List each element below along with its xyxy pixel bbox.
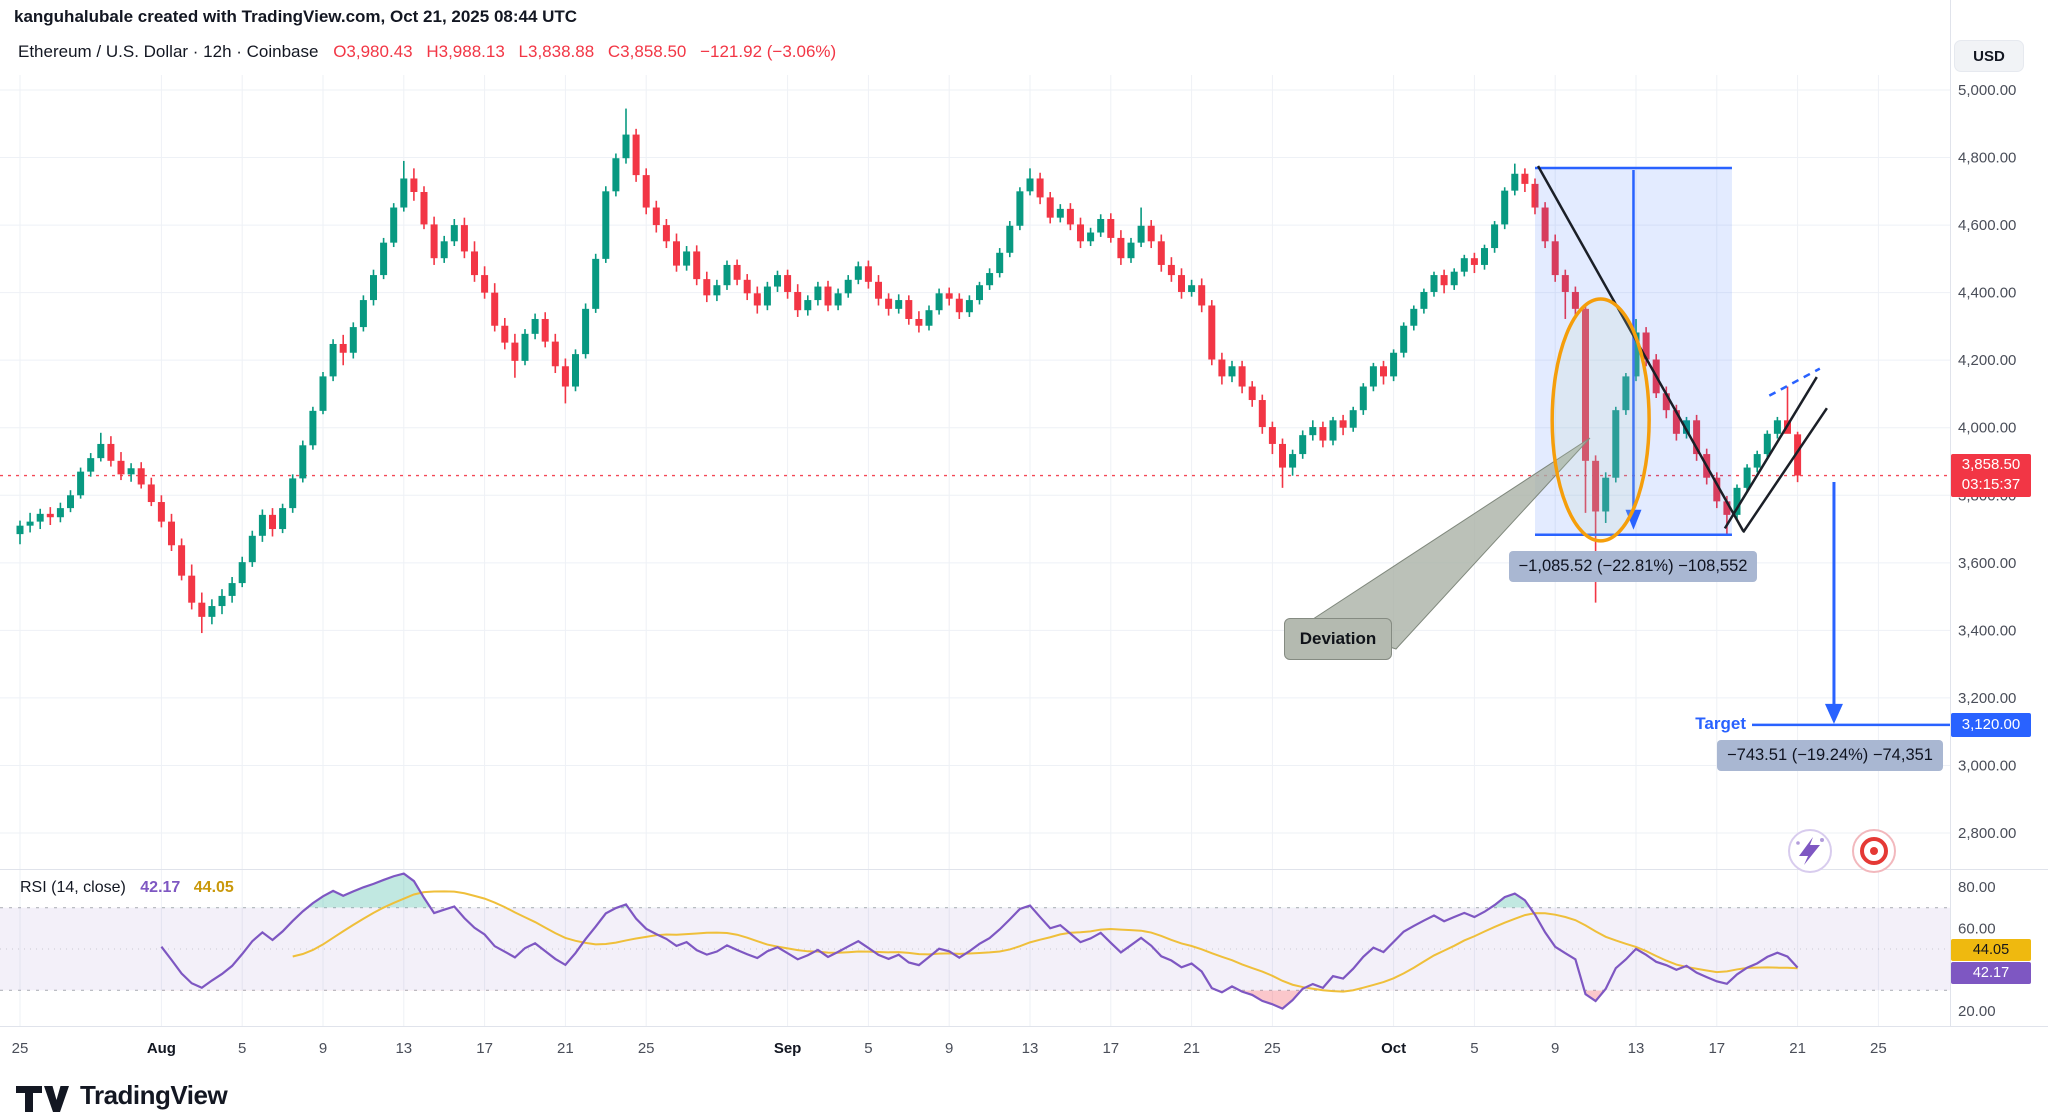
svg-text:17: 17 — [1102, 1040, 1119, 1057]
credit-line: kanguhalubale created with TradingView.c… — [14, 7, 578, 26]
symbol-title[interactable]: Ethereum / U.S. Dollar · 12h · Coinbase — [18, 42, 319, 61]
legend-change: −121.92 (−3.06%) — [700, 42, 837, 61]
svg-text:13: 13 — [1022, 1040, 1039, 1057]
svg-text:13: 13 — [395, 1040, 412, 1057]
svg-text:21: 21 — [1789, 1040, 1806, 1057]
bar-countdown: 03:15:37 — [1961, 476, 2021, 493]
deviation-note[interactable]: Deviation — [1284, 618, 1392, 660]
sticker-target-icon[interactable] — [1852, 829, 1896, 873]
legend-low: L3,838.88 — [518, 42, 595, 61]
target-price-badge: 3,120.00 — [1951, 713, 2031, 737]
legend-high: H3,988.13 — [426, 42, 505, 61]
rsi-pane: 80.00 60.00 20.00 — [0, 872, 1996, 1020]
rsi-ma-line — [292, 890, 1798, 993]
svg-text:2,800.00: 2,800.00 — [1958, 825, 2016, 842]
svg-text:9: 9 — [319, 1040, 327, 1057]
svg-text:13: 13 — [1628, 1040, 1645, 1057]
time-axis[interactable]: 25 Aug 5 9 13 17 21 25 Sep 5 9 13 17 21 25 Oct 5 9 13 17 21 2… — [12, 1040, 1887, 1057]
target-text-label[interactable]: Target — [1695, 714, 1746, 733]
svg-text:4,000.00: 4,000.00 — [1958, 420, 2016, 437]
svg-text:4,200.00: 4,200.00 — [1958, 352, 2016, 369]
svg-text:4,400.00: 4,400.00 — [1958, 285, 2016, 302]
rsi-legend-ma-value: 44.05 — [193, 879, 234, 896]
target-drawing[interactable] — [1752, 482, 1950, 727]
svg-text:Aug: Aug — [147, 1040, 176, 1057]
svg-text:60.00: 60.00 — [1958, 920, 1996, 937]
rsi-legend-title[interactable]: RSI (14, close) — [20, 879, 126, 896]
svg-text:3,200.00: 3,200.00 — [1958, 690, 2016, 707]
svg-text:25: 25 — [12, 1040, 29, 1057]
svg-text:9: 9 — [945, 1040, 953, 1057]
svg-text:9: 9 — [1551, 1040, 1559, 1057]
svg-text:5,000.00: 5,000.00 — [1958, 82, 2016, 99]
svg-text:21: 21 — [557, 1040, 574, 1057]
svg-text:3,600.00: 3,600.00 — [1958, 555, 2016, 572]
price-range-measure-label[interactable]: −1,085.52 (−22.81%) −108,552 — [1509, 551, 1757, 582]
svg-text:4,800.00: 4,800.00 — [1958, 150, 2016, 167]
rsi-value-badge: 42.17 — [1951, 962, 2031, 984]
svg-text:17: 17 — [1708, 1040, 1725, 1057]
current-price-badge: 3,858.50 03:15:37 — [1951, 454, 2031, 497]
currency-toggle-usd[interactable]: USD — [1954, 40, 2024, 72]
current-price-value: 3,858.50 — [1961, 456, 2021, 473]
price-axis[interactable]: 2,800.00 3,000.00 3,200.00 3,400.00 3,600.00… — [1958, 82, 2016, 842]
svg-text:20.00: 20.00 — [1958, 1003, 1996, 1020]
deviation-ellipse[interactable] — [1550, 297, 1651, 543]
sticker-lightning-icon[interactable] — [1788, 829, 1832, 873]
grid-layer — [0, 75, 1950, 1026]
price-range-measure-tool[interactable] — [1535, 166, 1732, 537]
svg-text:3,000.00: 3,000.00 — [1958, 757, 2016, 774]
candles-layer — [16, 108, 1802, 634]
svg-text:3,400.00: 3,400.00 — [1958, 622, 2016, 639]
svg-text:5: 5 — [1470, 1040, 1478, 1057]
svg-text:21: 21 — [1183, 1040, 1200, 1057]
rsi-ma-badge: 44.05 — [1951, 939, 2031, 961]
pane-separators — [0, 0, 2048, 1027]
target-range-measure-label[interactable]: −743.51 (−19.24%) −74,351 — [1717, 740, 1943, 771]
svg-text:5: 5 — [238, 1040, 246, 1057]
svg-text:4,600.00: 4,600.00 — [1958, 217, 2016, 234]
legend-open: O3,980.43 — [333, 42, 413, 61]
svg-text:25: 25 — [638, 1040, 655, 1057]
svg-text:5: 5 — [864, 1040, 872, 1057]
svg-text:80.00: 80.00 — [1958, 879, 1996, 896]
tradingview-logo-icon[interactable] — [16, 1082, 72, 1114]
svg-text:25: 25 — [1264, 1040, 1281, 1057]
rsi-line — [160, 872, 1799, 1010]
svg-text:Oct: Oct — [1381, 1040, 1406, 1057]
tradingview-wordmark[interactable]: TradingView — [80, 1080, 228, 1110]
svg-text:25: 25 — [1870, 1040, 1887, 1057]
rsi-legend: RSI (14, close) 42.17 44.05 — [20, 879, 234, 897]
symbol-legend: Ethereum / U.S. Dollar · 12h · Coinbase … — [18, 42, 845, 62]
svg-text:17: 17 — [476, 1040, 493, 1057]
rsi-legend-value: 42.17 — [140, 879, 181, 896]
svg-text:Sep: Sep — [774, 1040, 802, 1057]
legend-close: C3,858.50 — [607, 42, 687, 61]
